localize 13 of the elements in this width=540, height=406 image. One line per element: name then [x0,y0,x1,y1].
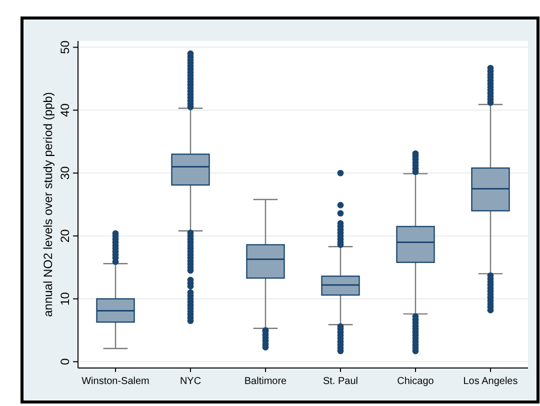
x-tick-label: Los Angeles [463,376,518,387]
y-axis-title: annual NO2 levels over study period (ppb) [41,92,55,317]
x-tick-label: Winston-Salem [82,376,150,387]
x-tick-label: NYC [180,376,202,387]
y-tick-label: 30 [58,166,72,180]
y-tick-label: 0 [58,358,72,366]
x-tick-label: St. Paul [322,376,358,387]
x-tick-label: Baltimore [244,376,288,387]
y-tick-label: 40 [58,103,72,117]
y-tick-label: 50 [58,40,72,54]
y-tick-label: 20 [58,228,72,243]
x-tick-label: Chicago [397,376,434,387]
y-tick-label: 10 [58,292,72,306]
